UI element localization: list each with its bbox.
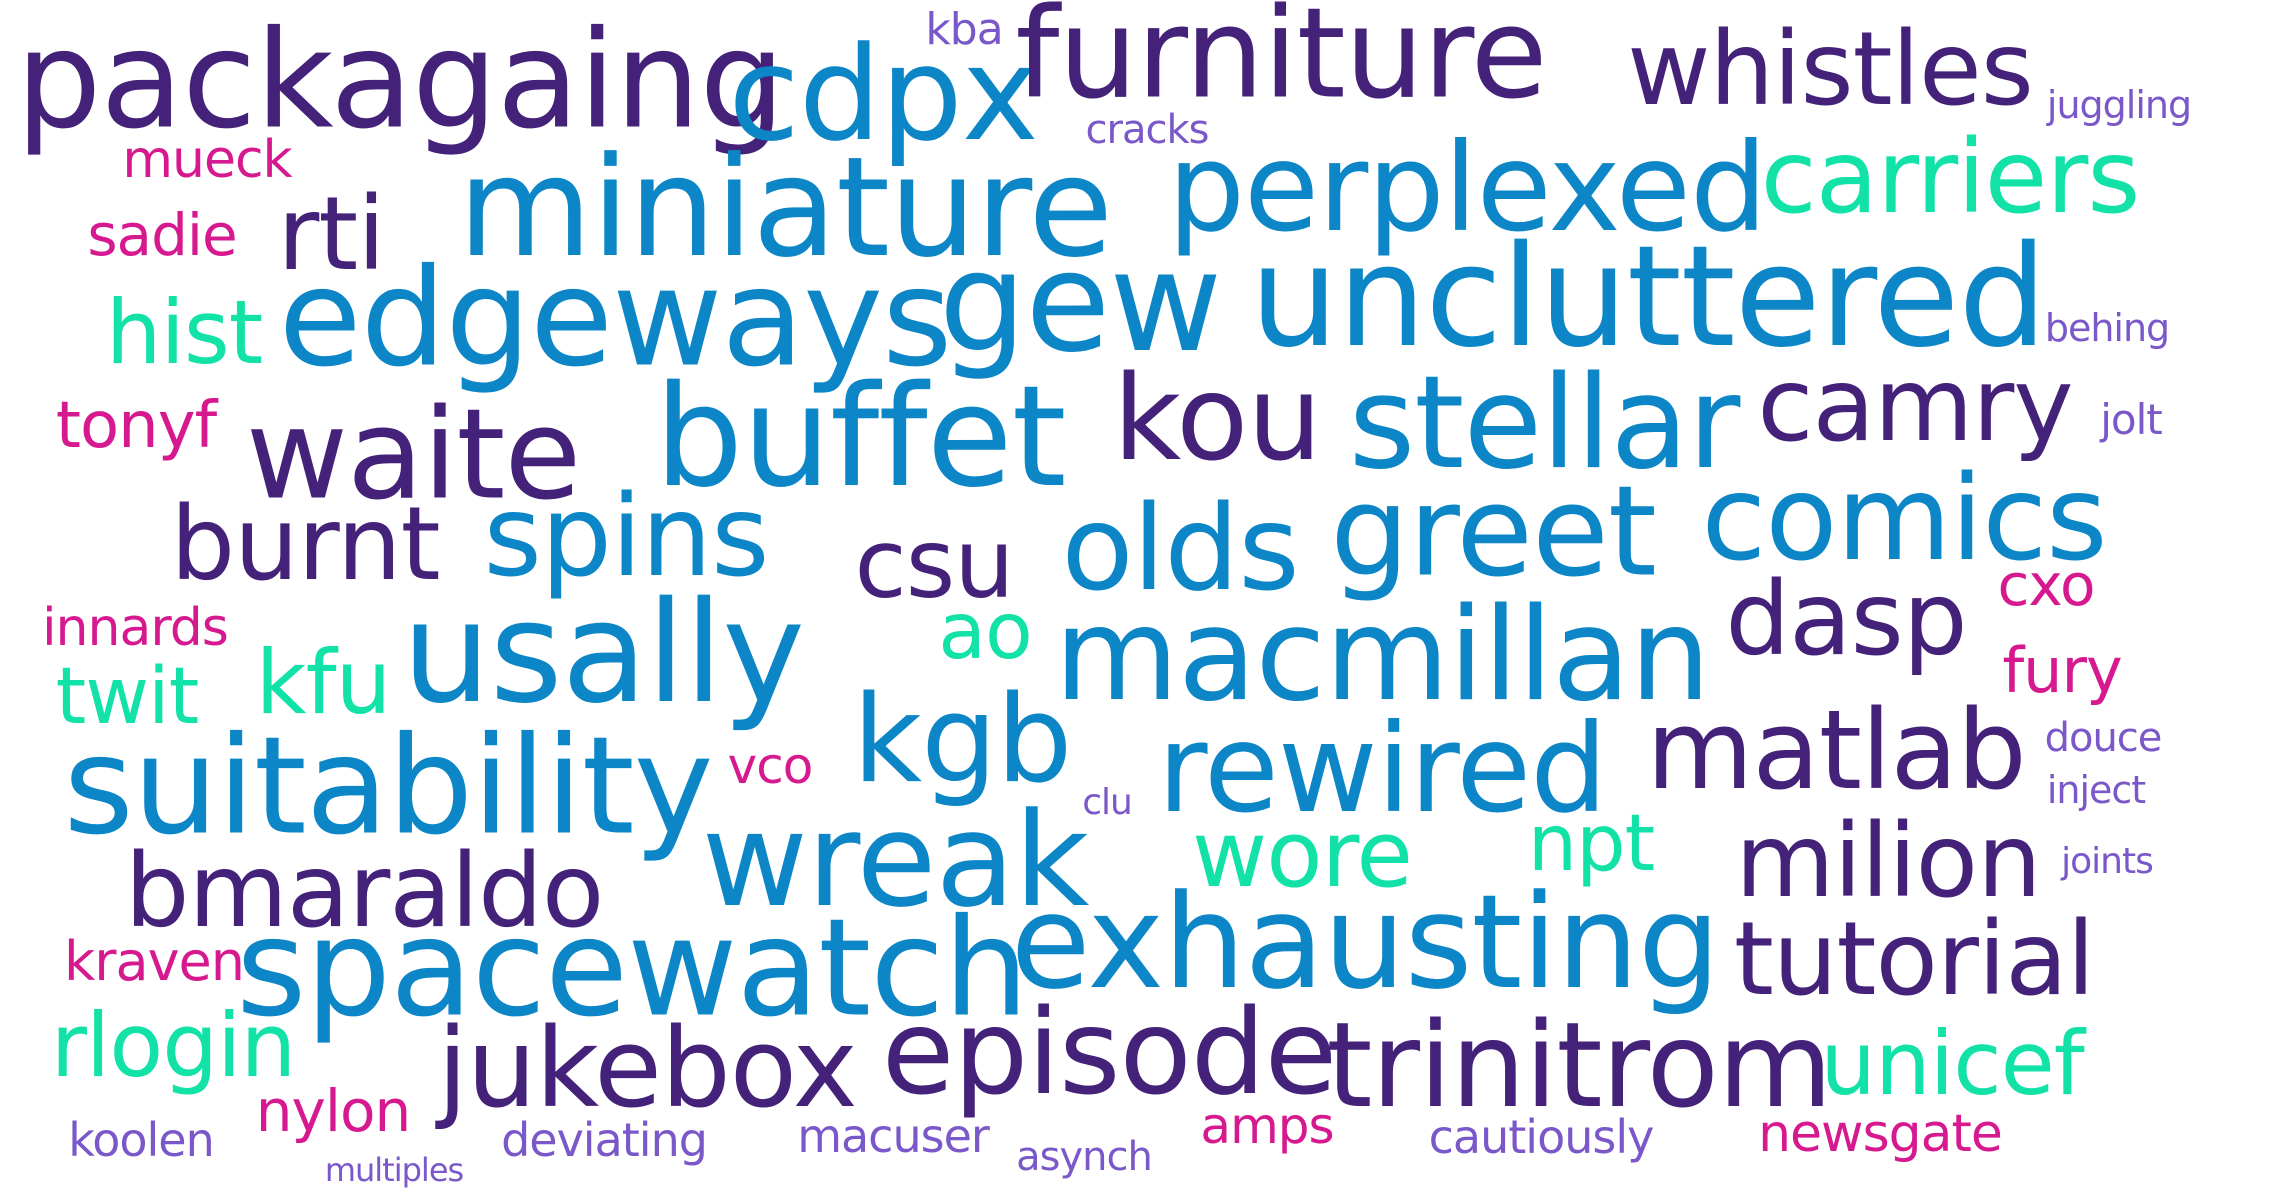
cloud-word-buffet: buffet: [654, 356, 1066, 519]
cloud-word-trinitrom: trinitrom: [1326, 996, 1832, 1134]
cloud-word-matlab: matlab: [1646, 686, 2026, 814]
cloud-word-multiples: multiples: [324, 1151, 464, 1189]
cloud-word-inject: inject: [2046, 768, 2146, 812]
cloud-word-suitability: suitability: [63, 707, 713, 865]
cloud-word-comics: comics: [1701, 449, 2107, 587]
cloud-word-jolt: jolt: [2100, 395, 2163, 444]
cloud-word-nylon: nylon: [255, 1077, 411, 1145]
cloud-word-asynch: asynch: [1016, 1134, 1153, 1180]
cloud-word-ao: ao: [938, 587, 1033, 677]
cloud-word-koolen: koolen: [68, 1113, 215, 1167]
cloud-word-burnt: burnt: [170, 485, 440, 604]
cloud-word-milion: milion: [1735, 802, 2041, 921]
cloud-word-csu: csu: [854, 509, 1015, 620]
cloud-word-wore: wore: [1192, 801, 1413, 908]
cloud-word-macmillan: macmillan: [1054, 581, 1710, 730]
cloud-word-greet: greet: [1330, 459, 1657, 605]
cloud-word-joints: joints: [2061, 841, 2154, 882]
cloud-word-rlogin: rlogin: [50, 994, 297, 1097]
cloud-word-perplexed: perplexed: [1167, 117, 1768, 259]
cloud-word-gew: gew: [938, 222, 1222, 383]
cloud-word-whistles: whistles: [1627, 10, 2034, 129]
cloud-word-kfu: kfu: [255, 631, 392, 734]
cloud-word-cracks: cracks: [1085, 107, 1210, 153]
cloud-word-jukebox: jukebox: [437, 1004, 858, 1132]
cloud-word-clu: clu: [1082, 782, 1133, 823]
cloud-word-stellar: stellar: [1348, 349, 1741, 498]
cloud-word-npt: npt: [1527, 799, 1656, 889]
cloud-word-rti: rti: [277, 175, 385, 294]
cloud-word-spacewatch: spacewatch: [236, 889, 1029, 1047]
cloud-word-cautiously: cautiously: [1428, 1110, 1655, 1164]
cloud-word-newsgate: newsgate: [1758, 1104, 2003, 1164]
cloud-word-kba: kba: [925, 4, 1003, 55]
cloud-word-juggling: juggling: [2046, 83, 2192, 127]
cloud-word-mueck: mueck: [122, 130, 292, 190]
cloud-word-kraven: kraven: [64, 930, 245, 993]
cloud-word-tutorial: tutorial: [1733, 900, 2095, 1019]
cloud-word-exhausting: exhausting: [1010, 866, 1721, 1018]
cloud-word-deviating: deviating: [501, 1113, 708, 1167]
cloud-word-cdpx: cdpx: [728, 18, 1038, 170]
cloud-word-wreak: wreak: [701, 784, 1090, 936]
cloud-word-sadie: sadie: [87, 201, 237, 269]
cloud-word-dasp: dasp: [1725, 560, 1967, 679]
cloud-word-bmaraldo: bmaraldo: [124, 832, 605, 951]
cloud-word-innards: innards: [42, 598, 229, 658]
cloud-word-edgeways: edgeways: [278, 239, 953, 397]
cloud-word-douce: douce: [2044, 715, 2163, 761]
cloud-word-behing: behing: [2044, 306, 2170, 350]
cloud-word-packagaing: packagaing: [15, 1, 785, 159]
cloud-word-waite: waite: [245, 382, 581, 528]
cloud-word-miniature: miniature: [457, 127, 1113, 288]
cloud-word-kou: kou: [1112, 349, 1322, 487]
cloud-word-uncluttered: uncluttered: [1249, 216, 2047, 379]
cloud-word-fury: fury: [2002, 634, 2122, 707]
cloud-word-hist: hist: [105, 281, 264, 384]
cloud-word-camry: camry: [1757, 346, 2073, 465]
cloud-word-usally: usally: [401, 572, 805, 735]
cloud-word-olds: olds: [1061, 479, 1299, 617]
cloud-word-spins: spins: [483, 472, 770, 602]
cloud-word-tonyf: tonyf: [55, 389, 217, 463]
cloud-word-twit: twit: [55, 652, 200, 742]
cloud-word-episode: episode: [881, 983, 1337, 1121]
cloud-word-kgb: kgb: [852, 671, 1073, 810]
cloud-word-carriers: carriers: [1760, 118, 2141, 237]
cloud-word-cxo: cxo: [1997, 551, 2096, 619]
cloud-word-vco: vco: [727, 737, 814, 795]
cloud-word-furniture: furniture: [1015, 0, 1547, 127]
cloud-word-unicef: unicef: [1820, 1012, 2084, 1115]
cloud-word-macuser: macuser: [797, 1109, 990, 1163]
cloud-word-rewired: rewired: [1157, 698, 1607, 840]
cloud-word-amps: amps: [1200, 1097, 1334, 1155]
